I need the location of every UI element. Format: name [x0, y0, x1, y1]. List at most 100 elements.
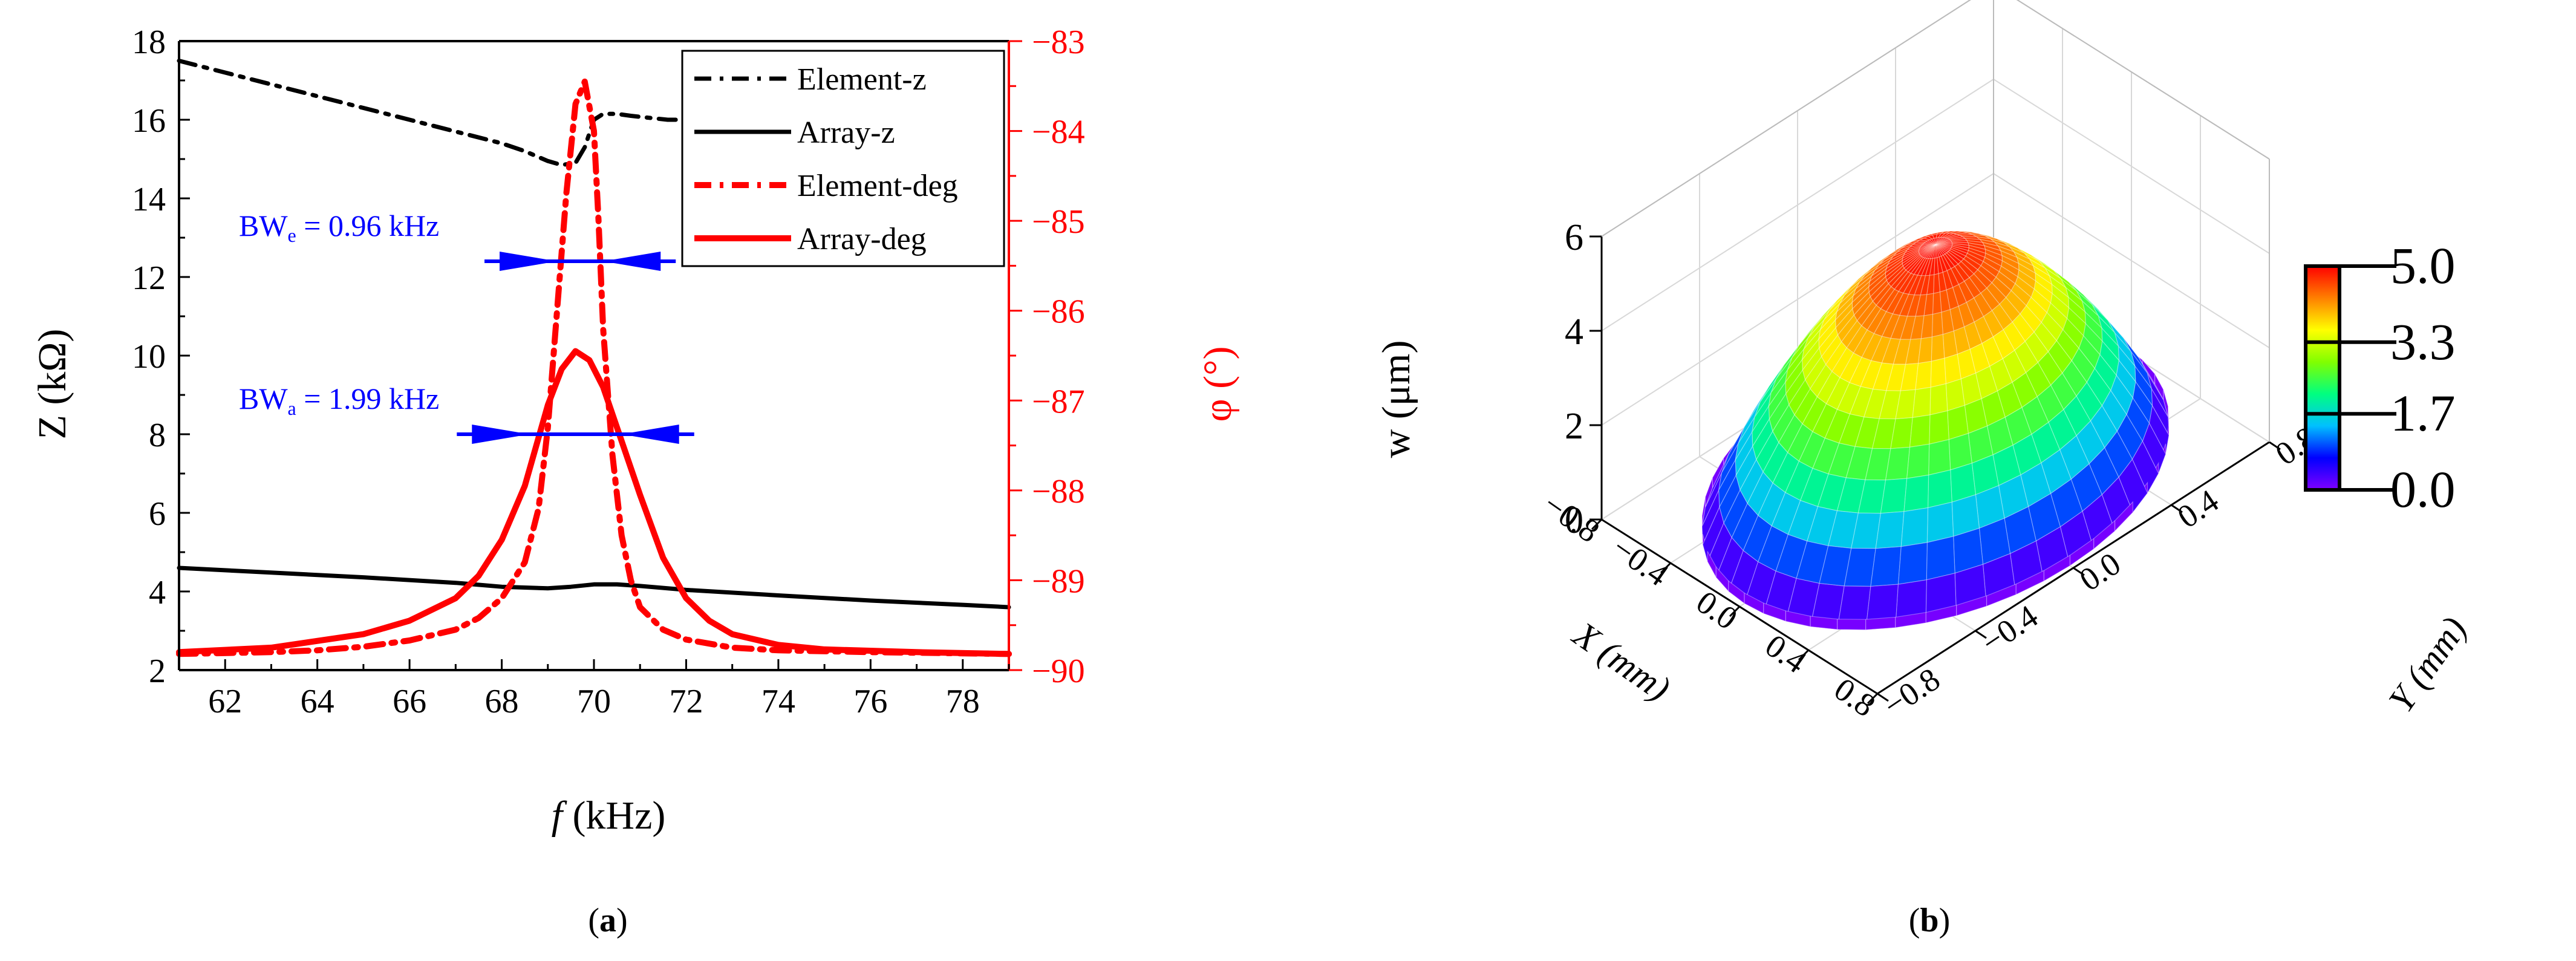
y-tick-3d — [1877, 692, 1889, 702]
surface-facet — [2082, 294, 2108, 321]
surface-facet — [1865, 616, 1896, 631]
y-tick-label: 14 — [132, 181, 166, 218]
bandwidth-label-main: BW — [239, 382, 288, 415]
surface-facet — [1943, 233, 1958, 239]
surface-facet — [1935, 241, 1952, 246]
y-tick-3d — [1975, 630, 1987, 639]
surface-facet — [1935, 244, 1944, 257]
surface-facet — [2000, 250, 2020, 264]
surface-facet — [2030, 255, 2054, 271]
surface-facet — [1923, 241, 1936, 246]
surface-facet — [1953, 231, 1968, 235]
bandwidth-arrow-right — [621, 425, 679, 444]
y-tick-label: 4 — [149, 574, 166, 611]
surface-facet — [2060, 278, 2082, 301]
surface-facet — [1926, 244, 1936, 259]
surface-facet — [1900, 507, 1929, 547]
colorbar-gradient-bar — [2304, 264, 2341, 492]
series-group — [176, 59, 1012, 657]
surface-facet — [2130, 351, 2152, 389]
surface-facet — [2049, 275, 2069, 299]
surface-facet — [1929, 383, 1948, 415]
surface-facet — [1935, 237, 1948, 246]
z-tick-label: 6 — [1565, 217, 1583, 258]
x-tick-label: 66 — [393, 683, 426, 720]
surface-facet — [1931, 334, 1945, 362]
y-tick-3d — [2269, 441, 2281, 451]
bandwidth-arrow-left — [472, 425, 530, 444]
surface-facet — [1895, 611, 1926, 628]
surface-facet — [1870, 546, 1902, 587]
bandwidth-label-main: BW — [239, 209, 288, 243]
legend-entry: Array-deg — [797, 222, 927, 256]
surface-facet — [2053, 270, 2077, 292]
x-tick-label-3d: −0.4 — [1606, 529, 1675, 593]
x-axis-label-3d: X (mm) — [1565, 613, 1678, 708]
y-tick-label-3d: 0.4 — [2171, 482, 2225, 535]
series-line-element-deg — [176, 78, 1012, 657]
surface-facet — [1926, 536, 1955, 581]
bandwidth-label-value: = 0.96 kHz — [296, 209, 440, 243]
surface-facet — [2024, 252, 2046, 269]
legend-entry: Element-z — [797, 62, 927, 97]
y2-tick-label: −84 — [1032, 114, 1085, 151]
series-line-array-deg — [176, 348, 1012, 657]
x-tick-3d — [1798, 649, 1810, 661]
surface-facet — [1993, 241, 2014, 252]
z-axis-label: w (μm) — [1374, 340, 1418, 458]
surface-facet — [2142, 422, 2167, 475]
y-tick-label: 16 — [132, 102, 166, 140]
y2-tick-label: −87 — [1032, 383, 1085, 420]
surface-facet — [1875, 511, 1905, 549]
y-axis-label-3d: Y (mm) — [2381, 610, 2474, 719]
surface-facet — [1918, 244, 1936, 252]
dome-surface — [1701, 230, 2170, 631]
surface-facet — [1935, 244, 1940, 258]
y-tick-label: 8 — [149, 417, 166, 454]
z-tick-label: 0 — [1565, 500, 1583, 541]
surface-facet — [1931, 311, 1943, 337]
series-line-element-z — [177, 59, 688, 168]
colorbar-tick-label: 1.7 — [2390, 384, 2456, 442]
x-tick-label-3d: 0.8 — [1828, 671, 1882, 724]
x-tick-3d — [1660, 562, 1672, 574]
x-tick-3d — [1867, 692, 1879, 705]
legend-entry: Element-deg — [797, 169, 958, 203]
surface-facet — [1967, 242, 1986, 250]
surface-facet — [1968, 244, 1986, 254]
y2-tick-label: −90 — [1032, 653, 1085, 690]
y2-tick-label: −86 — [1032, 293, 1085, 331]
bandwidth-label-subscript: e — [288, 224, 296, 246]
box-top-edge — [1601, 0, 1971, 237]
y2-axis-label: φ (°) — [1196, 347, 1240, 422]
surface-facet — [1926, 501, 1954, 543]
panel-label-a: (a) — [588, 902, 627, 939]
surface-facet — [1929, 410, 1949, 445]
x-tick-label: 70 — [577, 683, 611, 720]
surface-facet — [2068, 281, 2093, 305]
x-tick-label: 68 — [485, 683, 519, 720]
y-axis-label: Z (kΩ) — [30, 329, 74, 440]
x-tick-label: 72 — [669, 683, 703, 720]
surface-facet — [1906, 443, 1930, 479]
surface-facet — [2147, 373, 2169, 417]
bandwidth-arrow-left — [500, 252, 558, 271]
bandwidth-label-value: = 1.99 kHz — [296, 382, 440, 415]
surface-facet — [2001, 260, 2020, 278]
surface-facet — [1935, 237, 1939, 246]
surface-facet — [2151, 388, 2170, 435]
impedance-phase-chart: 62 64 66 68 70 72 74 76 7824681012141618−90−89−8… — [30, 24, 1240, 939]
colorbar-tick-label: 3.3 — [2390, 313, 2456, 371]
surface-facet — [1912, 386, 1931, 419]
surface-facet — [2099, 340, 2119, 376]
surface-facet — [1930, 357, 1946, 388]
x-tick-label: 62 — [208, 683, 242, 720]
legend-entry: Array-z — [797, 116, 895, 150]
y-tick-label: 6 — [149, 495, 166, 533]
surface-facet — [1962, 231, 1978, 234]
x-tick-label: 64 — [301, 683, 334, 720]
y-tick-3d — [2073, 567, 2085, 576]
surface-facet — [1909, 414, 1931, 448]
y-tick-label: 10 — [132, 338, 166, 376]
